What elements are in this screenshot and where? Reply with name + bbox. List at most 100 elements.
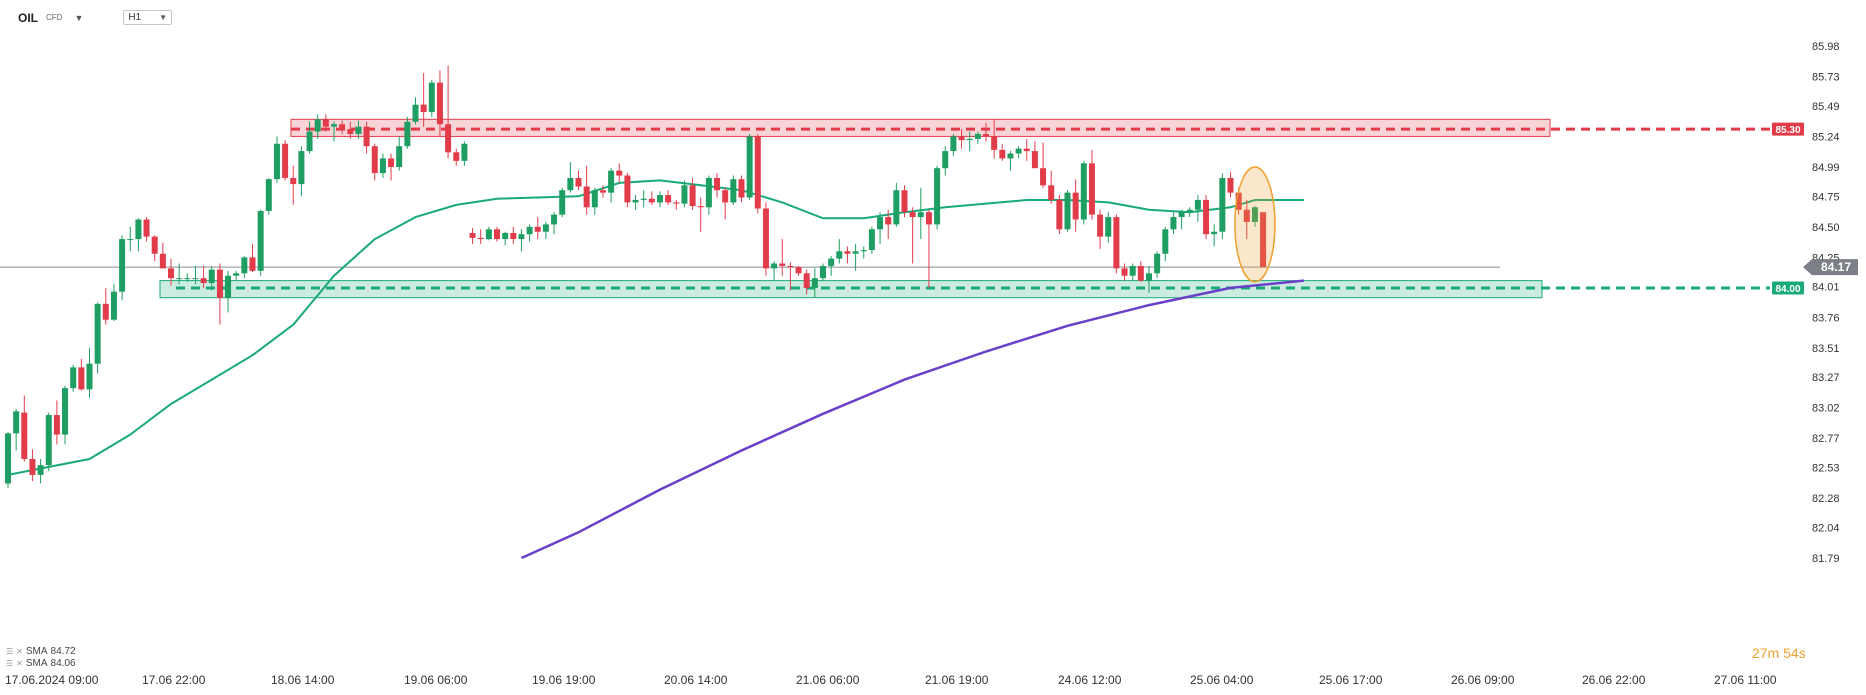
candle-body xyxy=(314,119,321,132)
candle-body xyxy=(1235,192,1242,210)
y-tick-label: 81.79 xyxy=(1812,553,1840,565)
candle-body xyxy=(559,190,566,215)
candle xyxy=(1227,171,1234,198)
candle xyxy=(135,218,142,252)
candle xyxy=(673,199,680,210)
candle xyxy=(494,226,500,242)
indicator-name: SMA xyxy=(25,658,48,669)
candle-body xyxy=(151,236,158,254)
candle xyxy=(225,270,232,313)
candle xyxy=(477,229,484,244)
candle-body xyxy=(673,202,680,204)
timeframe-value: H1 xyxy=(128,12,142,23)
current-price-label: 84.17 xyxy=(1821,260,1851,274)
candle xyxy=(5,432,11,489)
x-tick-label: 21.06 06:00 xyxy=(796,673,860,687)
candle-body xyxy=(1219,177,1226,232)
legend-sma-fast[interactable]: ☰ ✕ SMA 84.72 xyxy=(6,646,76,658)
countdown-minutes: 27 xyxy=(1752,645,1768,661)
candle xyxy=(363,121,370,154)
candle xyxy=(616,163,623,183)
candle-body xyxy=(453,152,460,161)
candle-body xyxy=(208,269,215,284)
candle-body xyxy=(1105,217,1112,237)
candle-body xyxy=(200,278,207,284)
candle-body xyxy=(70,367,77,389)
legend-sma-slow[interactable]: ☰ ✕ SMA 84.06 xyxy=(6,658,76,670)
candle-body xyxy=(966,138,973,141)
candle xyxy=(958,129,965,149)
candle xyxy=(1243,199,1250,240)
candle-body xyxy=(779,263,786,266)
candle xyxy=(795,265,802,276)
candle-body xyxy=(950,136,957,152)
candle xyxy=(1170,212,1177,235)
indicator-settings-icon[interactable]: ☰ xyxy=(6,647,14,656)
y-tick-label: 83.76 xyxy=(1812,312,1840,324)
candle-body xyxy=(298,151,305,185)
candle-body xyxy=(1251,207,1258,222)
candle xyxy=(143,217,150,242)
candle-body xyxy=(1154,253,1161,274)
remove-indicator-icon[interactable]: ✕ xyxy=(16,647,23,656)
candle-body xyxy=(583,186,590,208)
candle xyxy=(485,226,492,241)
candle xyxy=(640,190,647,208)
candle-body xyxy=(860,250,867,252)
candle-body xyxy=(1048,185,1055,200)
candle-body xyxy=(909,212,916,218)
candle-body xyxy=(1023,148,1030,152)
candle-body xyxy=(1260,212,1267,268)
candle-body xyxy=(461,143,468,161)
candle xyxy=(820,263,826,281)
candle-body xyxy=(1243,209,1250,222)
highlight-ellipse xyxy=(1234,166,1276,283)
candle xyxy=(934,165,941,230)
candle xyxy=(1064,190,1071,232)
candle-body xyxy=(176,278,183,280)
candle xyxy=(599,185,606,198)
y-tick-label: 83.51 xyxy=(1812,343,1840,355)
x-tick-label: 17.06.2024 09:00 xyxy=(5,673,99,687)
symbol-dropdown-icon[interactable]: ▼ xyxy=(74,12,84,23)
candle xyxy=(983,122,989,142)
candle xyxy=(306,121,313,154)
candle xyxy=(502,231,509,246)
timeframe-select[interactable]: H1 ▼ xyxy=(123,10,173,25)
candle xyxy=(355,120,362,139)
candle-body xyxy=(1194,199,1201,210)
candle xyxy=(657,191,663,208)
candle xyxy=(396,136,403,171)
candle-body xyxy=(1178,212,1185,218)
candle-body xyxy=(306,131,313,152)
candle xyxy=(1031,141,1038,169)
candle xyxy=(665,190,672,205)
candle-body xyxy=(241,257,248,274)
candle xyxy=(746,133,753,200)
candle xyxy=(94,302,101,374)
candle xyxy=(445,65,452,159)
candle-body xyxy=(1080,163,1087,220)
x-tick-label: 26.06 22:00 xyxy=(1582,673,1646,687)
candle-body xyxy=(575,177,582,187)
candle-body xyxy=(795,267,802,274)
candle xyxy=(86,347,93,398)
symbol-name[interactable]: OIL xyxy=(18,10,38,25)
candle-body xyxy=(225,275,232,298)
candle xyxy=(1251,206,1258,227)
x-tick-label: 27.06 11:00 xyxy=(1714,673,1777,687)
candle-body xyxy=(983,133,989,137)
remove-indicator-icon[interactable]: ✕ xyxy=(16,659,23,668)
indicator-settings-icon[interactable]: ☰ xyxy=(6,659,14,668)
candle xyxy=(608,168,615,203)
candle-body xyxy=(78,367,85,390)
candle xyxy=(714,173,721,198)
y-tick-label: 82.77 xyxy=(1812,433,1840,445)
candle-body xyxy=(1129,265,1136,276)
candle xyxy=(119,235,126,301)
candle xyxy=(461,141,468,166)
candle xyxy=(787,262,794,291)
candle xyxy=(754,133,761,214)
